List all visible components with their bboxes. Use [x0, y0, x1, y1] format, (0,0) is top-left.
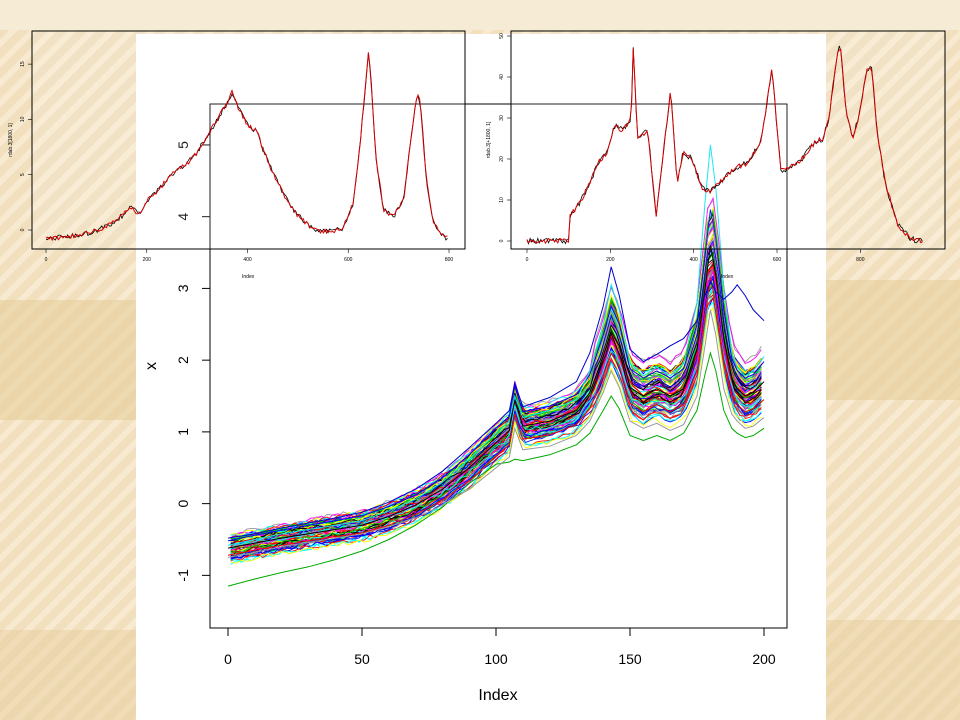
series-line — [227, 309, 765, 558]
series-line — [230, 251, 762, 545]
series-line — [230, 276, 762, 559]
x-tick-label: 200 — [752, 651, 776, 667]
series-line — [227, 245, 765, 549]
main-x-axis-label: Index — [478, 687, 517, 704]
series-line — [230, 252, 762, 554]
x-tick-label: 100 — [484, 651, 508, 667]
x-tick-label: 0 — [224, 651, 232, 667]
main-chart: 0 50 100 150 200 -1 0 1 2 3 4 5 Index x — [136, 34, 826, 720]
x-tick-label: 150 — [618, 651, 642, 667]
y-tick-label: 3 — [175, 284, 191, 292]
series-line — [227, 277, 765, 556]
y-tick-label: -1 — [175, 569, 191, 582]
y-tick-label: 1 — [175, 428, 191, 436]
series-line — [227, 351, 765, 587]
series-line — [230, 296, 762, 562]
series-line — [230, 196, 762, 539]
main-y-axis-label: x — [143, 362, 160, 370]
series-line — [230, 220, 762, 536]
y-tick-label: 2 — [175, 356, 191, 364]
y-tick-label: 5 — [175, 141, 191, 149]
series-line — [227, 209, 765, 542]
y-tick-label: 0 — [175, 500, 191, 508]
series-line — [227, 266, 765, 539]
main-x-axis: 0 50 100 150 200 — [224, 627, 776, 667]
x-tick-label: 50 — [354, 651, 370, 667]
main-series-group — [227, 144, 765, 587]
series-line — [230, 261, 762, 555]
y-tick-label: 4 — [175, 213, 191, 221]
